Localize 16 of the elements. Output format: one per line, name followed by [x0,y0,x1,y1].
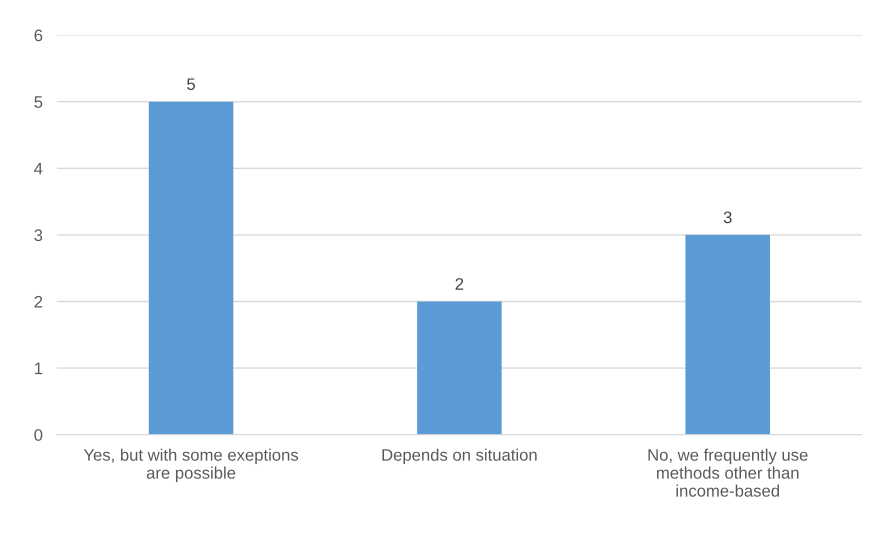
x-tick-label: Yes, but with some exeptions are possible [84,448,298,482]
data-label: 5 [187,78,195,90]
y-tick-label: 2 [34,296,42,308]
data-label: 3 [724,211,732,224]
y-tick-label: 6 [34,30,42,42]
y-tick-label: 1 [34,362,42,374]
y-tick-label: 5 [34,96,42,108]
x-tick-label: No, we frequently use methods other than income-based [648,448,808,497]
y-tick-label: 0 [34,429,42,441]
bar [685,234,770,435]
data-label: 2 [456,278,464,290]
bar [417,302,502,435]
y-tick-label: 4 [34,162,42,174]
bar [148,102,234,435]
x-tick-label: Depends on situation [382,448,537,464]
y-tick-label: 3 [34,229,42,242]
